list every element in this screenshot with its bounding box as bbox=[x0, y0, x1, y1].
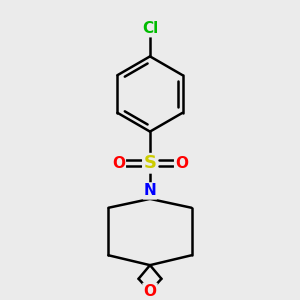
Text: N: N bbox=[144, 184, 156, 199]
Text: S: S bbox=[143, 154, 157, 172]
Text: O: O bbox=[143, 284, 157, 299]
Text: O: O bbox=[175, 156, 188, 171]
Text: Cl: Cl bbox=[142, 21, 158, 36]
Text: O: O bbox=[112, 156, 125, 171]
